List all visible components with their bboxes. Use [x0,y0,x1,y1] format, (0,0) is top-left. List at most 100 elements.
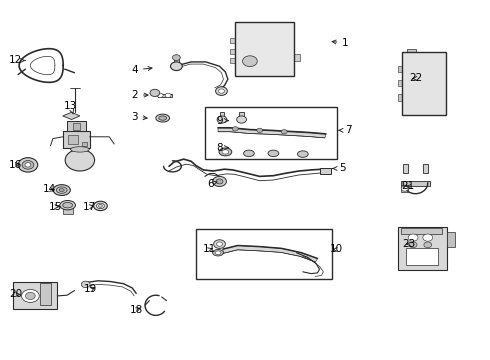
Bar [230,38,235,43]
Ellipse shape [268,150,279,157]
Bar [294,54,300,61]
Text: 13: 13 [64,101,77,114]
Circle shape [214,240,225,248]
Bar [240,43,289,54]
Text: 8: 8 [216,143,228,153]
Text: 12: 12 [9,55,25,66]
Bar [68,135,78,144]
Circle shape [18,158,38,172]
Text: 1: 1 [332,38,349,48]
Bar [240,67,255,74]
Text: 18: 18 [130,305,143,315]
Text: 17: 17 [83,202,97,212]
Bar [403,164,408,173]
Circle shape [232,127,238,131]
Circle shape [401,186,408,191]
Bar [447,232,455,247]
Circle shape [424,242,432,248]
Bar [205,107,337,159]
Circle shape [157,93,163,98]
Ellipse shape [98,204,102,207]
Bar [407,111,416,114]
Text: 14: 14 [43,184,56,194]
Bar [423,164,428,173]
Bar [239,112,244,118]
Ellipse shape [213,249,223,256]
Bar [220,112,224,118]
Text: 6: 6 [207,179,217,189]
Polygon shape [218,128,326,138]
Circle shape [22,289,39,302]
Circle shape [243,56,257,67]
Bar [398,94,402,101]
Circle shape [217,116,227,123]
Bar [402,52,446,115]
Circle shape [25,163,31,167]
Text: 23: 23 [402,239,416,249]
Bar [407,49,416,55]
Bar [406,248,438,265]
Text: 19: 19 [84,284,98,294]
Circle shape [22,161,34,169]
Ellipse shape [60,201,75,210]
Ellipse shape [156,114,170,122]
Circle shape [165,93,171,98]
Ellipse shape [222,150,229,154]
Bar [82,142,87,146]
Bar [320,168,331,174]
Bar [230,49,235,54]
Ellipse shape [71,147,89,152]
Bar [398,227,447,270]
Ellipse shape [219,148,232,156]
Text: 5: 5 [333,163,345,174]
Text: 10: 10 [330,244,343,255]
Bar [196,229,332,279]
Circle shape [219,89,224,93]
Bar [73,123,80,130]
Bar [401,228,442,234]
Bar [174,56,179,63]
Bar [398,80,402,86]
Circle shape [150,89,160,96]
Text: 15: 15 [49,202,62,212]
Text: 4: 4 [131,65,152,75]
Polygon shape [63,112,80,120]
Bar [67,121,86,131]
Circle shape [216,179,223,184]
Text: 2: 2 [131,90,148,100]
Bar [240,29,289,40]
Bar [158,94,172,97]
Polygon shape [223,246,318,262]
Circle shape [237,116,246,123]
Ellipse shape [297,151,308,157]
Text: 16: 16 [9,159,22,170]
Bar [40,283,51,305]
Ellipse shape [59,189,64,192]
Ellipse shape [63,202,73,208]
Ellipse shape [94,201,107,211]
Bar [230,58,235,63]
Bar [398,66,402,72]
Circle shape [25,292,35,300]
Text: 9: 9 [216,116,228,126]
Circle shape [213,176,226,186]
Circle shape [281,130,287,134]
Circle shape [408,234,418,241]
Circle shape [423,234,433,241]
Text: 21: 21 [401,181,414,192]
Bar [406,64,442,112]
Text: 11: 11 [202,244,216,255]
Circle shape [216,87,227,95]
Circle shape [257,128,263,132]
Circle shape [81,281,90,288]
Ellipse shape [56,187,67,193]
Bar [426,111,436,114]
Ellipse shape [97,203,104,209]
Ellipse shape [53,185,71,195]
Bar [63,205,73,214]
Bar [63,131,90,148]
Bar [262,58,282,68]
Text: 3: 3 [131,112,147,122]
Bar [13,282,57,309]
Circle shape [171,62,182,71]
